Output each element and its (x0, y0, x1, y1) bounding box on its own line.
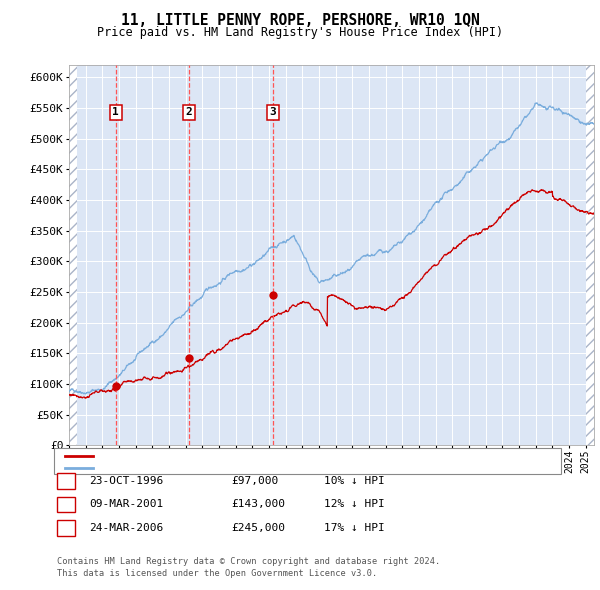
Text: £143,000: £143,000 (231, 500, 285, 509)
Text: 3: 3 (62, 523, 70, 533)
Text: 24-MAR-2006: 24-MAR-2006 (89, 523, 163, 533)
Text: HPI: Average price, detached house, Wychavon: HPI: Average price, detached house, Wych… (97, 463, 356, 473)
Text: 23-OCT-1996: 23-OCT-1996 (89, 476, 163, 486)
Bar (586, 65, 594, 445)
Text: 17% ↓ HPI: 17% ↓ HPI (324, 523, 385, 533)
Bar (69, 65, 77, 445)
Text: 10% ↓ HPI: 10% ↓ HPI (324, 476, 385, 486)
Text: Price paid vs. HM Land Registry's House Price Index (HPI): Price paid vs. HM Land Registry's House … (97, 26, 503, 39)
Text: 2: 2 (185, 107, 192, 117)
Text: 2: 2 (62, 500, 70, 509)
Text: 12% ↓ HPI: 12% ↓ HPI (324, 500, 385, 509)
Text: 09-MAR-2001: 09-MAR-2001 (89, 500, 163, 509)
Text: 11, LITTLE PENNY ROPE, PERSHORE, WR10 1QN (detached house): 11, LITTLE PENNY ROPE, PERSHORE, WR10 1Q… (97, 451, 438, 461)
Text: 11, LITTLE PENNY ROPE, PERSHORE, WR10 1QN: 11, LITTLE PENNY ROPE, PERSHORE, WR10 1Q… (121, 13, 479, 28)
Text: Contains HM Land Registry data © Crown copyright and database right 2024.: Contains HM Land Registry data © Crown c… (57, 558, 440, 566)
Text: 3: 3 (269, 107, 276, 117)
Text: 1: 1 (62, 476, 70, 486)
Text: £245,000: £245,000 (231, 523, 285, 533)
Text: This data is licensed under the Open Government Licence v3.0.: This data is licensed under the Open Gov… (57, 569, 377, 578)
Text: 1: 1 (112, 107, 119, 117)
Text: £97,000: £97,000 (231, 476, 278, 486)
